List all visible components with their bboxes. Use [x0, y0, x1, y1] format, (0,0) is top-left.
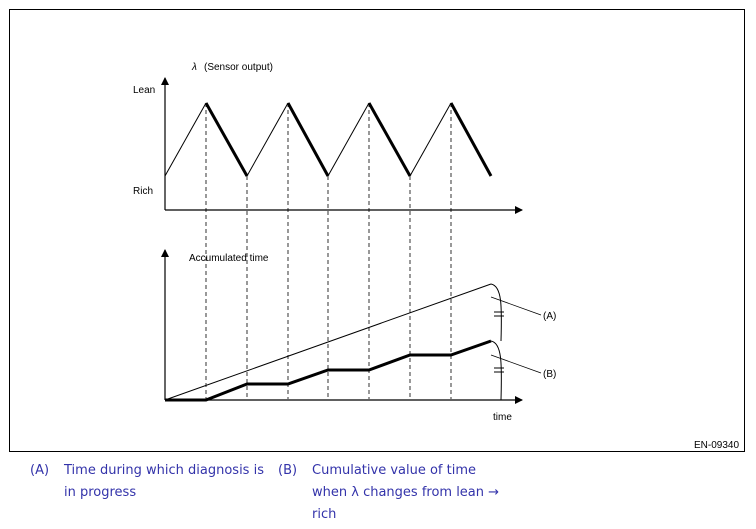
- leader-a: [490, 296, 542, 316]
- accumulated-time-label: Accumulated time: [189, 253, 269, 264]
- callout-a: (A): [543, 311, 556, 322]
- legend-text-b: Cumulative value of time when λ changes …: [312, 463, 500, 522]
- line-b-cumulative-time: [165, 339, 492, 402]
- leader-b: [490, 354, 542, 374]
- line-a-diagnosis-time: [164, 283, 492, 401]
- lean-label: Lean: [133, 85, 155, 96]
- rich-label: Rich: [133, 186, 153, 197]
- legend-code-b: (B): [278, 463, 298, 478]
- figure-frame: [9, 9, 745, 452]
- time-axis-label: time: [493, 412, 512, 423]
- dashed-guides: [205, 103, 452, 399]
- legend-code-a: (A): [30, 463, 50, 478]
- sensor-rising-segments: [164, 102, 452, 177]
- legend-text-a: Time during which diagnosis is in progre…: [64, 463, 264, 500]
- sensor-falling-segments: [204, 102, 493, 177]
- figure-id: EN-09340: [694, 440, 739, 451]
- lambda-label: λ: [191, 62, 197, 73]
- sensor-output-label: (Sensor output): [204, 62, 273, 73]
- callout-b: (B): [543, 369, 556, 380]
